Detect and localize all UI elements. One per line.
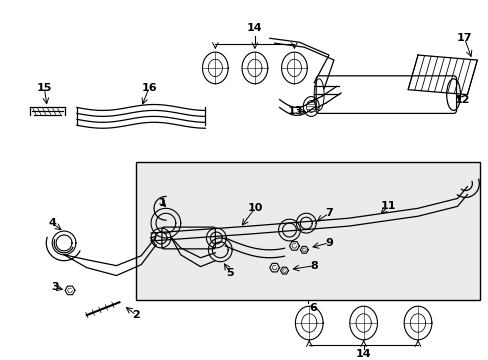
Text: 11: 11: [380, 201, 395, 211]
Text: 3: 3: [51, 282, 59, 292]
Bar: [136, 162, 479, 300]
Text: 5: 5: [226, 267, 233, 278]
Text: 2: 2: [132, 310, 140, 320]
Text: 10: 10: [247, 203, 262, 213]
Text: 6: 6: [308, 303, 317, 313]
Text: 14: 14: [246, 23, 262, 33]
Text: 16: 16: [141, 83, 157, 93]
Text: 4: 4: [48, 218, 56, 228]
Text: 15: 15: [37, 83, 52, 93]
Text: 17: 17: [456, 33, 471, 43]
Text: 8: 8: [310, 261, 317, 271]
Text: 14: 14: [355, 348, 371, 359]
Text: 1: 1: [159, 198, 166, 208]
Text: 13: 13: [287, 107, 303, 116]
Text: 12: 12: [454, 95, 469, 104]
Text: 9: 9: [325, 238, 332, 248]
Text: 7: 7: [325, 208, 332, 218]
